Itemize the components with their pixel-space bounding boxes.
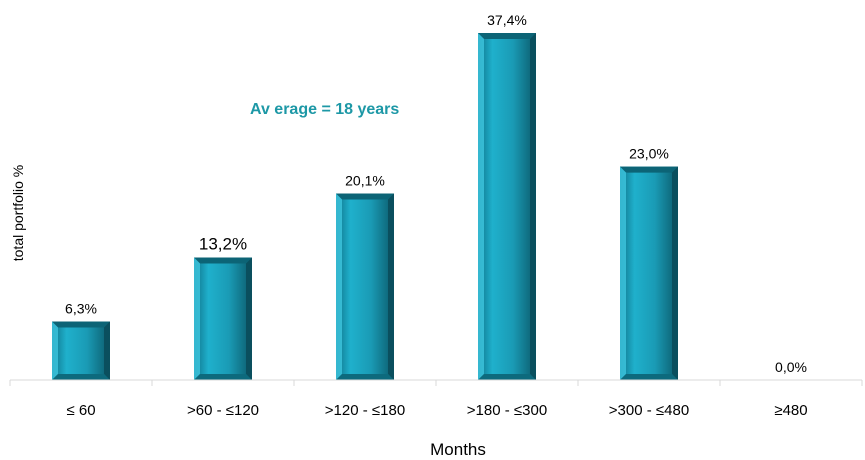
x-tick-label: >180 - ≤300	[467, 402, 547, 419]
data-label: 20,1%	[345, 173, 385, 189]
y-axis-label: total portfolio %	[10, 164, 26, 262]
x-axis-label: Months	[430, 440, 486, 459]
x-tick-label: >60 - ≤120	[187, 402, 259, 419]
bar	[52, 321, 110, 380]
average-annotation: Av erage = 18 years	[250, 101, 400, 118]
bar	[194, 257, 252, 380]
data-label: 13,2%	[199, 235, 247, 254]
x-tick-label: >300 - ≤480	[609, 402, 689, 419]
bar	[478, 33, 536, 380]
x-tick-label: ≥480	[774, 402, 807, 419]
data-label: 23,0%	[629, 146, 669, 162]
data-label: 37,4%	[487, 12, 527, 28]
data-label: 0,0%	[775, 359, 807, 375]
x-tick-label: ≤ 60	[66, 402, 95, 419]
x-tick-label: >120 - ≤180	[325, 402, 405, 419]
bar	[336, 193, 394, 380]
data-label: 6,3%	[65, 301, 97, 317]
bar	[620, 166, 678, 380]
